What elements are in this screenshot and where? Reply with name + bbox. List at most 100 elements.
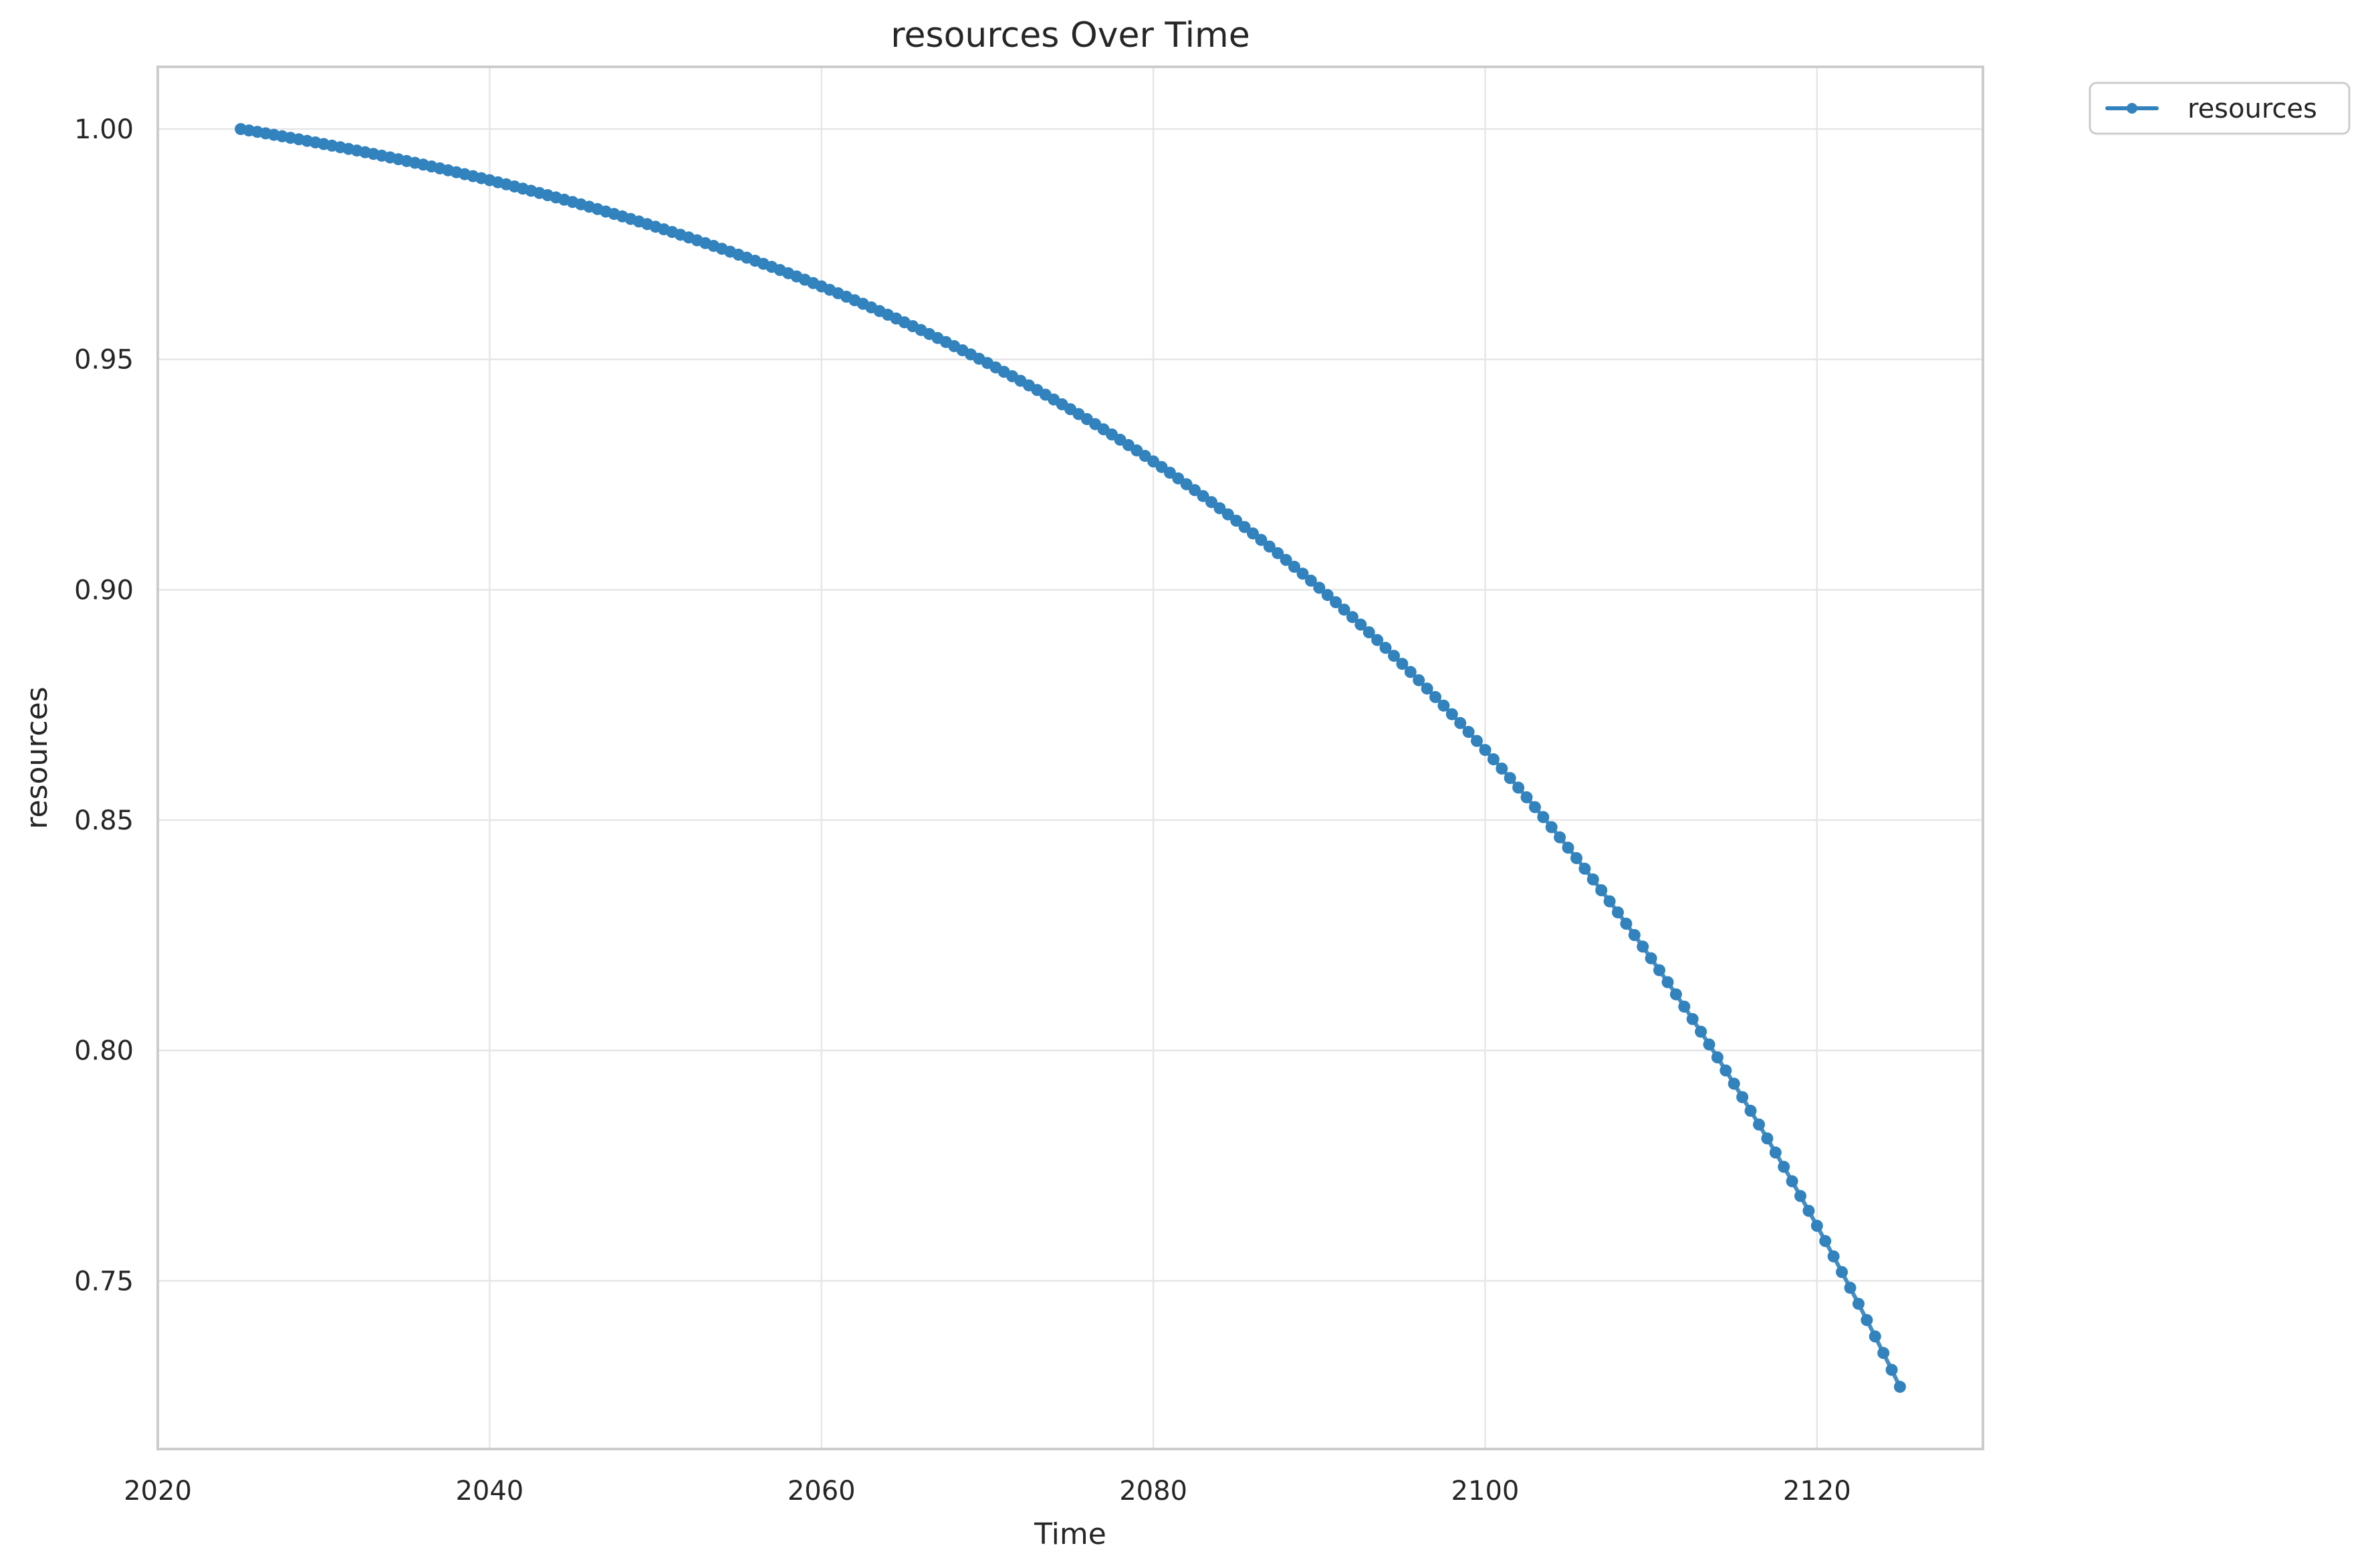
data-point — [1280, 553, 1292, 566]
data-point — [1628, 929, 1641, 941]
data-point — [1462, 726, 1475, 739]
x-tick-label: 2020 — [124, 1476, 192, 1507]
x-tick-label: 2060 — [788, 1476, 856, 1507]
data-point — [1844, 1281, 1857, 1294]
data-point — [1620, 918, 1633, 930]
data-point — [1247, 527, 1259, 540]
x-tick-label: 2120 — [1783, 1476, 1851, 1507]
data-point — [1661, 976, 1674, 989]
data-point — [1761, 1132, 1774, 1145]
data-point — [1230, 515, 1243, 527]
data-point — [1528, 801, 1541, 813]
data-point — [1304, 574, 1317, 587]
data-point — [1861, 1314, 1873, 1326]
data-point — [1711, 1051, 1724, 1063]
legend-box — [2089, 82, 2351, 135]
data-point — [1802, 1204, 1815, 1217]
data-point — [1810, 1220, 1823, 1232]
legend-marker-icon — [2127, 103, 2137, 114]
y-tick-label: 0.95 — [74, 345, 134, 376]
data-point — [1794, 1190, 1806, 1202]
data-point — [1379, 642, 1392, 654]
data-point — [1852, 1297, 1865, 1310]
data-point — [1520, 791, 1533, 803]
data-point — [1703, 1038, 1715, 1051]
data-point — [1338, 604, 1350, 616]
data-point — [1570, 852, 1582, 864]
data-point — [1487, 753, 1500, 765]
data-point — [1255, 533, 1268, 546]
data-point — [1554, 831, 1566, 843]
data-point — [1238, 521, 1251, 533]
data-point — [1221, 508, 1234, 521]
data-point — [1413, 674, 1425, 686]
data-point — [1205, 496, 1217, 509]
data-point — [1496, 762, 1508, 775]
data-point — [1645, 952, 1657, 964]
data-point — [1686, 1013, 1699, 1025]
data-point — [1678, 1001, 1691, 1013]
y-tick-label: 1.00 — [74, 114, 134, 145]
data-point — [1388, 650, 1400, 662]
data-point — [1893, 1380, 1906, 1393]
data-point — [1504, 772, 1516, 785]
data-point — [1595, 884, 1608, 896]
data-point — [1330, 596, 1342, 608]
data-point — [1263, 540, 1276, 553]
x-axis-label: Time — [1034, 1517, 1106, 1551]
data-point — [1213, 502, 1226, 515]
data-point — [1869, 1330, 1881, 1343]
data-point — [1396, 658, 1409, 670]
data-point — [1471, 735, 1483, 747]
x-tick-label: 2080 — [1119, 1476, 1187, 1507]
data-point — [1189, 484, 1201, 497]
y-tick-label: 0.75 — [74, 1266, 134, 1297]
data-point — [1728, 1077, 1740, 1090]
x-tick-label: 2040 — [455, 1476, 523, 1507]
data-point — [1877, 1347, 1890, 1359]
data-point — [1313, 581, 1326, 594]
data-point — [1736, 1091, 1749, 1103]
data-point — [1545, 821, 1558, 833]
data-point — [1612, 906, 1624, 919]
data-point — [1669, 988, 1682, 1001]
data-point — [1346, 611, 1358, 624]
data-point — [1769, 1146, 1782, 1159]
data-point — [1827, 1250, 1840, 1263]
data-point — [1512, 781, 1525, 794]
data-point — [1363, 626, 1375, 638]
data-point — [1637, 940, 1649, 953]
data-point — [1404, 666, 1417, 678]
y-tick-label: 0.85 — [74, 805, 134, 836]
data-point — [1288, 561, 1300, 573]
tick-labels: 2020 2040 2060 2080 2100 2120 0.75 0.80 0.85 0.90… — [74, 114, 1851, 1507]
chart-title: resources Over Time — [891, 15, 1250, 55]
legend-label: resources — [2187, 94, 2317, 124]
data-point — [1272, 547, 1284, 559]
data-point — [1586, 873, 1599, 886]
y-axis-label: resources — [20, 686, 54, 829]
data-point — [1819, 1234, 1832, 1247]
data-point — [1885, 1363, 1898, 1376]
data-point — [1454, 716, 1467, 729]
x-tick-label: 2100 — [1451, 1476, 1520, 1507]
data-point — [1197, 490, 1209, 503]
data-point — [1786, 1175, 1798, 1188]
plot-frame — [156, 66, 1984, 1450]
data-point — [1296, 567, 1309, 580]
data-point — [1562, 841, 1574, 854]
data-point — [1778, 1160, 1790, 1173]
data-point — [1354, 618, 1367, 631]
data-point — [1578, 862, 1591, 875]
data-point — [1321, 589, 1334, 602]
y-tick-label: 0.90 — [74, 575, 134, 606]
series-layer — [235, 123, 1906, 1393]
grid — [156, 67, 1983, 1449]
data-point — [1720, 1064, 1732, 1077]
y-tick-label: 0.80 — [74, 1036, 134, 1067]
data-point — [1537, 811, 1550, 823]
data-point — [1753, 1118, 1765, 1131]
legend: resources — [2089, 82, 2351, 135]
